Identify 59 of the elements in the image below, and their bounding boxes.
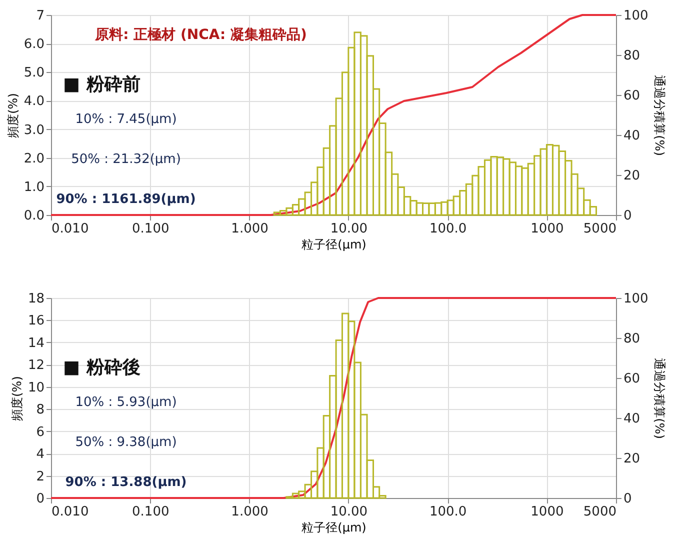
y-tick-label: 3.0 — [24, 122, 44, 138]
y-tick-label: 14 — [28, 336, 44, 351]
annotation: 10% : 5.93(μm) — [75, 395, 177, 410]
y-tick-label: 6.0 — [24, 37, 44, 52]
annotation: 50% : 9.38(μm) — [75, 435, 177, 450]
text: 原料: 正極材 (NCA: 凝集粗砕品) — [94, 27, 307, 43]
x-tick-label: 100.0 — [429, 504, 467, 520]
y2-tick-label: 60 — [624, 372, 640, 386]
y2-tick-label: 60 — [624, 88, 640, 104]
x-tick-label: 0.100 — [132, 504, 170, 520]
y-tick-label: 10 — [28, 380, 44, 396]
x-tick-label: 1000 — [530, 222, 564, 236]
x-tick-label: 0.100 — [132, 222, 170, 236]
y-tick-label: 12 — [28, 358, 44, 374]
y-tick-label: 6 — [36, 424, 44, 440]
x-tick-label: 100.0 — [429, 222, 467, 236]
y2-tick-label: 0 — [624, 208, 632, 224]
y2-axis-title: 通過分積算(%) — [652, 358, 666, 439]
x-tick-label: 1.000 — [231, 222, 268, 236]
y-tick-label: 2.0 — [24, 151, 44, 166]
annotation: ■ 粉砕後 — [63, 357, 140, 378]
y2-tick-label: 20 — [624, 168, 640, 184]
x-tick-label: 10.00 — [330, 504, 368, 520]
y-tick-label: 0.0 — [24, 208, 44, 224]
y-tick-label: 18 — [28, 292, 44, 306]
annotation: ■ 粉砕前 — [63, 74, 140, 95]
x-tick-label: 1.000 — [231, 504, 268, 520]
y2-tick-label: 80 — [624, 48, 640, 64]
y-tick-label: 7 — [36, 8, 44, 24]
y-tick-label: 5.0 — [24, 66, 44, 81]
annotation: 10% : 7.45(μm) — [75, 112, 177, 127]
x-tick-label: 0.010 — [52, 222, 89, 236]
annotation: 90% : 1161.89(μm) — [56, 192, 196, 207]
y2-tick-label: 100 — [624, 8, 648, 24]
x-tick-label: 5000 — [583, 504, 616, 520]
y2-tick-label: 100 — [624, 292, 648, 306]
x-axis-title: 粒子径(μm) — [302, 520, 366, 534]
y-tick-label: 4 — [36, 447, 44, 462]
y-tick-label: 4.0 — [24, 94, 44, 110]
y-axis-title: 頻度(%) — [10, 376, 24, 421]
y2-tick-label: 40 — [624, 412, 640, 426]
y2-tick-label: 0 — [624, 492, 632, 506]
annotation: 90% : 13.88(μm) — [65, 475, 187, 490]
x-axis-title: 粒子径(μm) — [302, 238, 366, 252]
y-tick-label: 0 — [36, 492, 44, 506]
x-tick-label: 0.010 — [52, 504, 89, 520]
y2-tick-label: 80 — [624, 332, 640, 346]
x-tick-label: 5000 — [583, 222, 616, 236]
y-tick-label: 1.0 — [24, 180, 44, 195]
annotation: 50% : 21.32(μm) — [71, 152, 181, 167]
x-tick-label: 10.00 — [330, 222, 368, 236]
y-tick-label: 16 — [28, 314, 44, 329]
y2-axis-title: 通過分積算(%) — [652, 75, 666, 156]
y-axis-title: 頻度(%) — [6, 93, 20, 138]
x-tick-label: 1000 — [530, 504, 564, 520]
y2-tick-label: 40 — [624, 128, 640, 144]
y-tick-label: 8 — [36, 402, 44, 418]
y-tick-label: 2 — [36, 469, 44, 484]
y2-tick-label: 20 — [624, 452, 640, 466]
